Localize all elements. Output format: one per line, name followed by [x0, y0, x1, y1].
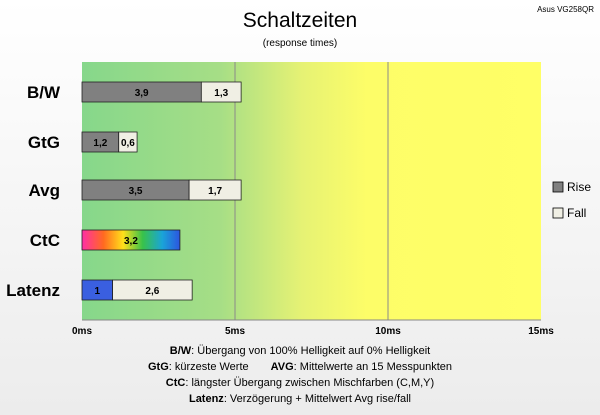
category-label: B/W	[27, 83, 61, 102]
bar-fall-label: 1,3	[214, 88, 228, 99]
category-label: GtG	[28, 133, 60, 152]
bar-fall	[200, 81, 242, 103]
x-tick-label: 5ms	[225, 326, 245, 337]
note-avg-key: AVG	[271, 361, 294, 373]
x-tick-label: 15ms	[528, 326, 554, 337]
note-latency-key: Latenz	[189, 393, 224, 405]
legend: Rise Fall	[552, 180, 591, 220]
note-latency-text: : Verzögerung + Mittelwert Avg rise/fall	[224, 393, 411, 405]
bar-fall-label: 2,6	[145, 286, 159, 297]
x-tick-label: 0ms	[72, 326, 92, 337]
footnotes: B/W: Übergang von 100% Helligkeit auf 0%…	[148, 345, 452, 405]
note-latency: Latenz: Verzögerung + Mittelwert Avg ris…	[189, 393, 411, 405]
category-label: CtC	[30, 231, 60, 250]
note-bw: B/W: Übergang von 100% Helligkeit auf 0%…	[170, 345, 430, 357]
chart-subtitle: (response times)	[263, 38, 337, 49]
x-tick-label: 10ms	[375, 326, 401, 337]
note-gtg-text: : kürzeste Werte	[169, 361, 249, 373]
bar-ctc-label: 3,2	[124, 236, 138, 247]
note-bw-text: : Übergang von 100% Helligkeit auf 0% He…	[191, 345, 430, 357]
bar-fall	[188, 179, 242, 201]
bar-latency-delay-label: 1	[95, 286, 101, 297]
note-avg-text: : Mittelwerte an 15 Messpunkten	[294, 361, 452, 373]
note-ctc-key: CtC	[166, 377, 186, 389]
bar-fall	[118, 131, 138, 153]
note-bw-key: B/W	[170, 345, 192, 357]
x-tick-labels: 0ms 5ms 10ms 15ms	[72, 326, 554, 337]
legend-fall-label: Fall	[567, 206, 586, 220]
category-labels: B/W GtG Avg CtC Latenz	[6, 83, 61, 300]
category-label: Latenz	[6, 281, 60, 300]
bar-rise-label: 1,2	[93, 138, 107, 149]
note-gtg-avg: GtG: kürzeste Werte AVG: Mittelwerte an 1…	[148, 361, 452, 373]
note-ctc-text: : längster Übergang zwischen Mischfarben…	[185, 377, 434, 389]
note-ctc: CtC: längster Übergang zwischen Mischfar…	[166, 377, 434, 389]
bar-fall-label: 0,6	[121, 138, 135, 149]
monitor-model-label: Asus VG258QR	[537, 5, 594, 14]
chart-title: Schaltzeiten	[243, 9, 357, 32]
bar-rise-label: 3,5	[129, 186, 143, 197]
bar-ctc	[81, 229, 181, 251]
bar-rise-label: 3,9	[135, 88, 149, 99]
legend-fall-swatch	[552, 207, 564, 219]
bar-fall-label: 1,7	[208, 186, 222, 197]
bars: 3,9 1,3 1,2 0,6 3,5 1,7 3,2 1 2,6	[81, 81, 242, 301]
note-gtg-key: GtG	[148, 361, 169, 373]
legend-rise-label: Rise	[567, 180, 591, 194]
bar-fall	[112, 279, 193, 301]
category-label: Avg	[29, 181, 61, 200]
legend-rise-swatch	[552, 181, 564, 193]
